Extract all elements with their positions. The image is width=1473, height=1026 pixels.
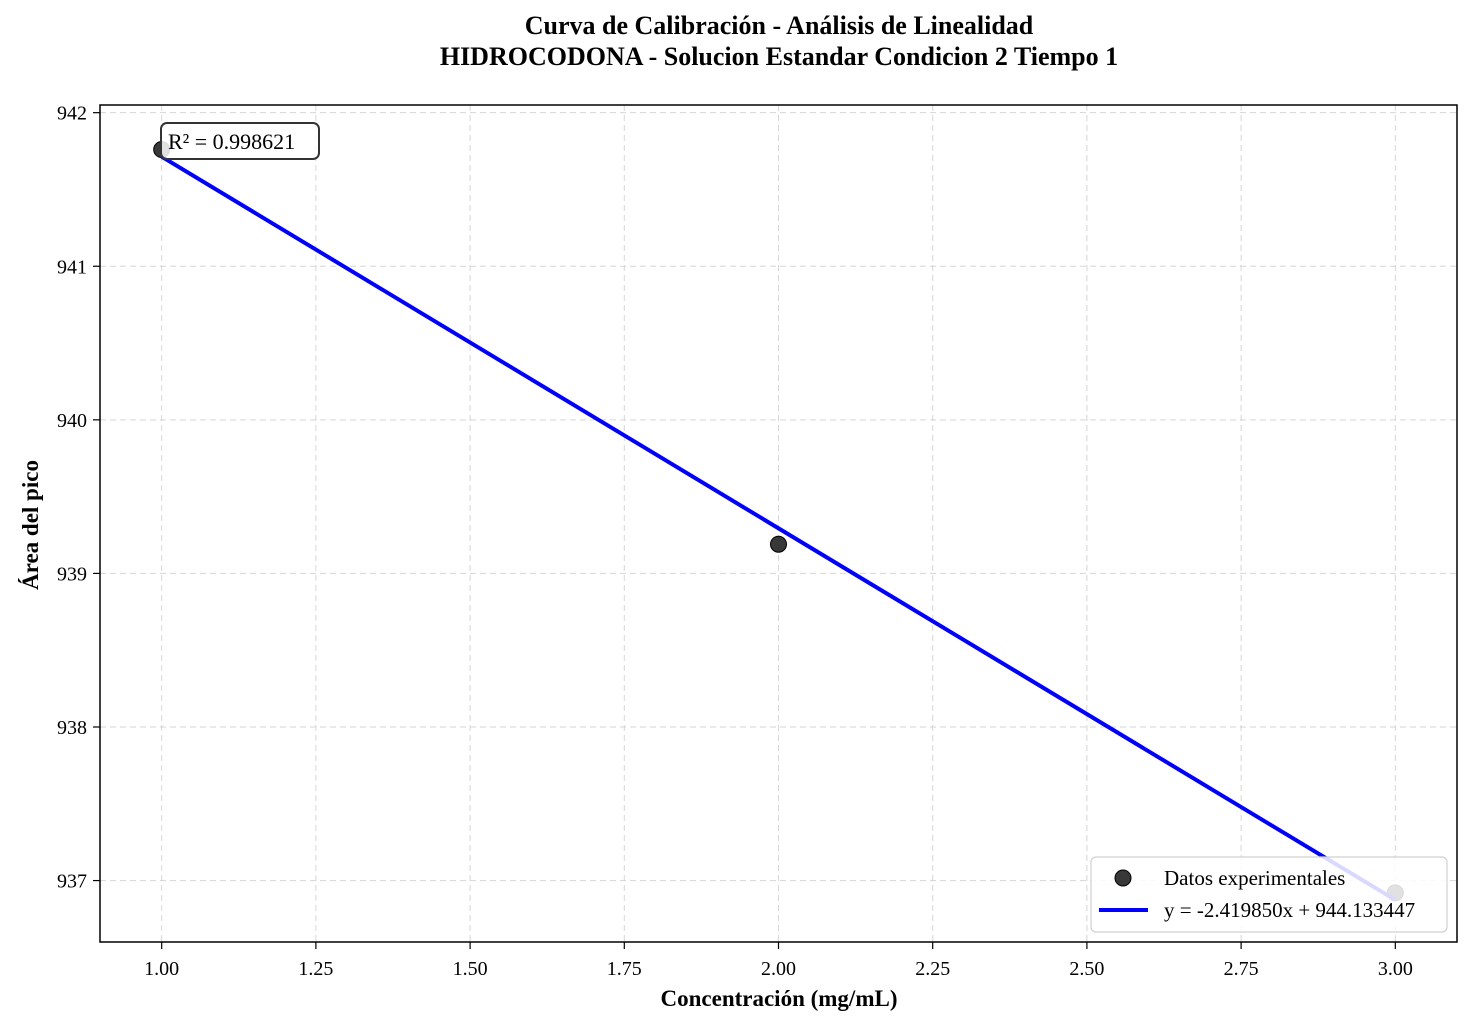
- y-tick-label: 942: [57, 103, 87, 125]
- annotation-box: [160, 122, 320, 160]
- legend-box: [1090, 856, 1448, 933]
- x-tick-label: 1.25: [298, 958, 333, 980]
- regression-line: [160, 154, 1397, 902]
- y-tick-label: 938: [57, 717, 87, 739]
- x-tick-label: 2.75: [1224, 958, 1259, 980]
- x-tick-label: 3.00: [1378, 958, 1413, 980]
- y-axis-label: Área del pico: [18, 460, 43, 590]
- y-tick-label: 937: [57, 871, 87, 893]
- r-squared-annotation: R² = 0.998621: [160, 122, 320, 160]
- x-tick-label: 2.00: [761, 958, 796, 980]
- x-tick-label: 2.25: [915, 958, 950, 980]
- y-tick-label: 939: [57, 563, 87, 585]
- x-tick-label: 1.00: [144, 958, 179, 980]
- legend-marker-scatter: [1114, 869, 1132, 887]
- x-tick-label: 1.75: [607, 958, 642, 980]
- x-axis-label: Concentración (mg/mL): [661, 986, 898, 1011]
- legend-label-line: y = -2.419850x + 944.133447: [1164, 898, 1415, 922]
- chart-subtitle: HIDROCODONA - Solucion Estandar Condicio…: [440, 42, 1118, 71]
- legend: Datos experimentales y = -2.419850x + 94…: [1090, 856, 1448, 933]
- y-tick-label: 941: [57, 256, 87, 278]
- data-point: [770, 535, 787, 553]
- chart-title: Curva de Calibración - Análisis de Linea…: [525, 11, 1034, 40]
- x-tick-label: 2.50: [1069, 958, 1104, 980]
- r-squared-text: R² = 0.998621: [168, 129, 295, 154]
- plot-frame: [99, 104, 1458, 943]
- y-tick-label: 940: [57, 410, 87, 432]
- ticks-layer: 1.00 1.25 1.50 1.75 2.00 2.25 2.50 2.75 3.00 937 9…: [57, 103, 1413, 980]
- x-tick-label: 1.50: [453, 958, 488, 980]
- legend-label-scatter: Datos experimentales: [1164, 866, 1345, 890]
